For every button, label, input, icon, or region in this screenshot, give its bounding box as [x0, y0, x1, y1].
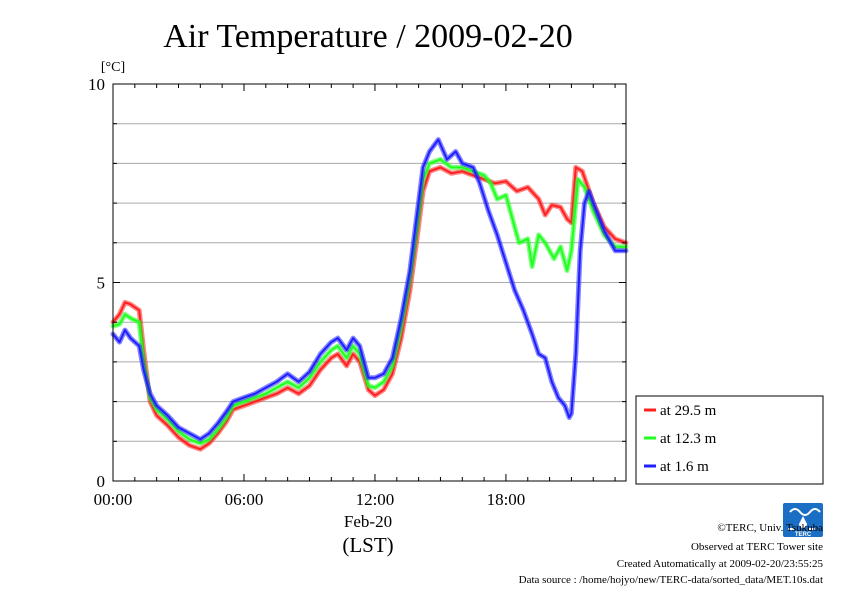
legend-label: at 29.5 m	[660, 403, 717, 419]
x-tick-label: 00:00	[94, 490, 133, 509]
legend-label: at 1.6 m	[660, 459, 709, 475]
legend: at 29.5 m at 12.3 m at 1.6 m	[644, 403, 717, 475]
chart-title: Air Temperature / 2009-02-20	[163, 18, 573, 55]
terc-logo-text: TERC	[795, 532, 812, 538]
series-line-halo-1	[110, 156, 629, 446]
series-line-1	[112, 158, 627, 445]
created-timestamp-text: Created Automatically at 2009-02-20/23:5…	[617, 558, 824, 570]
observation-site-text: Observed at TERC Tower site	[691, 541, 823, 553]
x-tick-label: 06:00	[225, 490, 264, 509]
x-axis-date-label: Feb-20	[344, 512, 392, 531]
legend-box	[635, 395, 824, 485]
x-tick-label: 18:00	[487, 490, 526, 509]
horizontal-gridlines	[113, 123, 626, 442]
series-line-0	[112, 166, 627, 451]
copyright-text: ©TERC, Univ. Tsukuba	[717, 522, 823, 534]
y-axis-unit-label: [°C]	[101, 60, 125, 75]
series-lines	[110, 137, 629, 452]
x-axis-title: (LST)	[342, 533, 393, 557]
y-axis-ticks: 0 5 10	[88, 75, 626, 491]
data-source-text: Data source : /home/hojyo/new/TERC-data/…	[519, 574, 823, 586]
y-tick-label: 0	[97, 472, 106, 491]
terc-logo: TERC	[783, 503, 823, 538]
series-line-2	[112, 138, 627, 441]
y-tick-label: 10	[88, 75, 105, 94]
series-line-halo-2	[110, 137, 629, 442]
legend-label: at 12.3 m	[660, 431, 717, 447]
x-tick-label: 12:00	[356, 490, 395, 509]
y-tick-label: 5	[97, 274, 106, 293]
x-axis-ticks: 00:00 06:00 12:00 18:00	[94, 84, 616, 509]
